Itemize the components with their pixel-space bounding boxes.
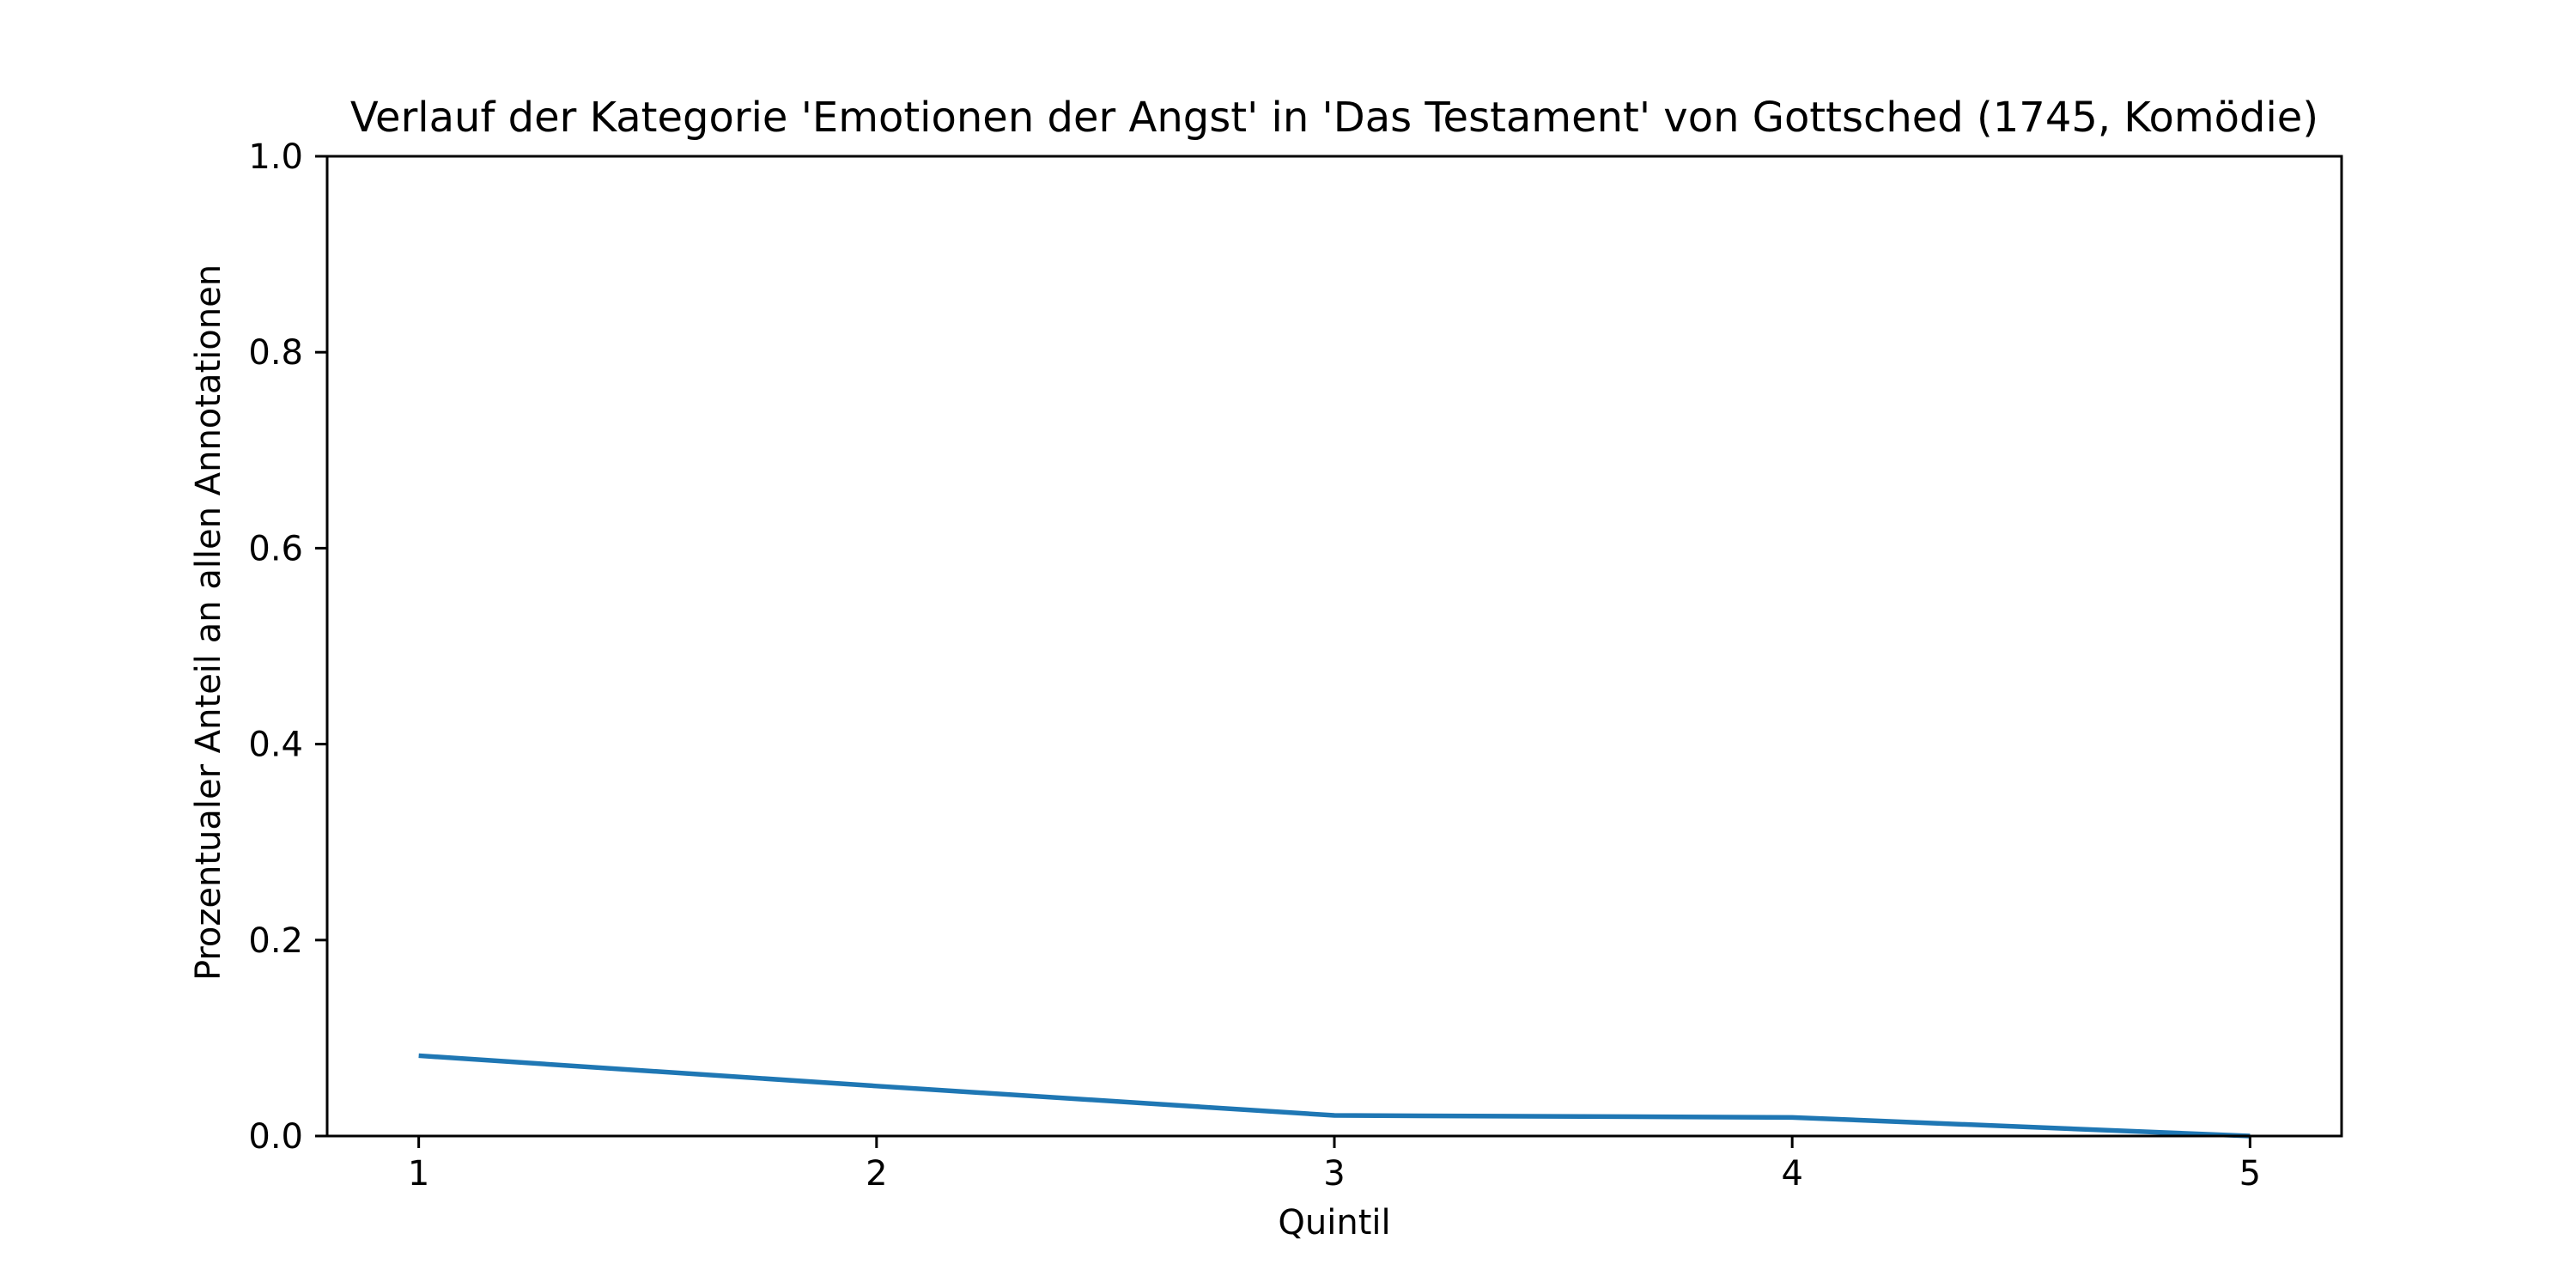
x-axis-label: Quintil — [1278, 1203, 1390, 1242]
x-axis: 1 2 3 4 5 — [408, 1136, 2261, 1194]
y-axis-label: Prozentualer Anteil an allen Annotatione… — [189, 264, 228, 981]
y-tick-label: 0.2 — [248, 921, 303, 961]
y-tick-label: 1.0 — [248, 137, 303, 177]
series-layer — [418, 1053, 2251, 1139]
y-tick-label: 0.6 — [248, 529, 303, 568]
y-tick-label: 0.0 — [248, 1117, 303, 1157]
y-tick-label: 0.8 — [248, 333, 303, 373]
y-axis: 0.0 0.2 0.4 0.6 0.8 1.0 — [248, 137, 327, 1157]
x-tick-label: 4 — [1781, 1154, 1802, 1194]
x-tick-label: 5 — [2239, 1154, 2261, 1194]
x-tick-label: 1 — [408, 1154, 429, 1194]
chart-title: Verlauf der Kategorie 'Emotionen der Ang… — [350, 94, 2318, 142]
y-tick-label: 0.4 — [248, 726, 303, 765]
x-tick-label: 2 — [866, 1154, 887, 1194]
x-tick-label: 3 — [1323, 1154, 1345, 1194]
series-line-1 — [418, 1053, 2251, 1139]
